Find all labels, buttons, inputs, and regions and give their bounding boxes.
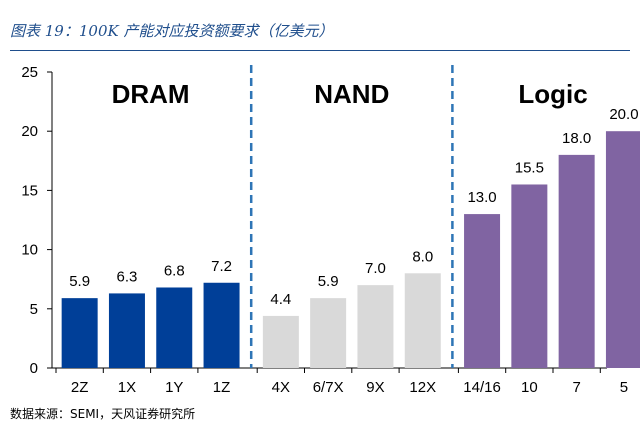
data-label: 18.0: [562, 130, 591, 147]
title-rule: [10, 50, 630, 51]
bar-nand-67x: [310, 298, 347, 368]
data-label: 7.0: [365, 260, 386, 277]
bar-nand-4x: [262, 315, 299, 368]
x-tick-label: 12X: [409, 379, 436, 396]
x-tick-label: 5: [620, 379, 628, 396]
x-tick-label: 1Y: [165, 379, 183, 396]
x-tick-label: 1X: [118, 379, 136, 396]
data-label: 5.9: [69, 273, 90, 290]
data-label: 6.8: [164, 262, 185, 279]
x-tick-label: 6/7X: [313, 379, 344, 396]
bar-logic-1416: [464, 214, 501, 368]
bar-dram-1z: [203, 282, 240, 368]
data-label: 8.0: [412, 248, 433, 265]
bar-nand-9x: [357, 285, 394, 368]
figure-title: 图表 19：100K 产能对应投资额要求（亿美元）: [10, 22, 334, 40]
bar-dram-1x: [108, 293, 145, 368]
bar-logic-5: [605, 131, 640, 368]
x-tick-label: 1Z: [213, 379, 231, 396]
group-label-dram: DRAM: [112, 79, 190, 109]
bar-nand-12x: [404, 273, 441, 368]
source-note: 数据来源：SEMI，天风证券研究所: [10, 407, 196, 421]
y-tick-label: 10: [21, 242, 38, 259]
x-tick-label: 10: [521, 379, 538, 396]
x-tick-label: 14/16: [463, 379, 501, 396]
group-label-nand: NAND: [314, 79, 389, 109]
bar-dram-1y: [156, 287, 193, 368]
data-label: 15.5: [515, 159, 544, 176]
x-tick-label: 2Z: [71, 379, 89, 396]
bar-logic-7: [558, 154, 595, 368]
data-label: 5.9: [318, 273, 339, 290]
y-tick-label: 0: [30, 360, 38, 377]
x-tick-label: 4X: [272, 379, 290, 396]
data-label: 4.4: [270, 291, 291, 308]
data-label: 13.0: [467, 189, 496, 206]
y-tick-label: 25: [21, 64, 38, 81]
bar-logic-10: [511, 184, 548, 368]
data-label: 6.3: [117, 268, 138, 285]
group-label-logic: Logic: [518, 79, 587, 109]
y-tick-label: 20: [21, 123, 38, 140]
data-label: 20.0: [609, 106, 638, 123]
x-tick-label: 7: [572, 379, 580, 396]
y-tick-label: 5: [30, 301, 38, 318]
x-tick-label: 9X: [366, 379, 384, 396]
data-label: 7.2: [211, 258, 232, 275]
bar-dram-2z: [61, 298, 98, 368]
y-tick-label: 15: [21, 182, 38, 199]
